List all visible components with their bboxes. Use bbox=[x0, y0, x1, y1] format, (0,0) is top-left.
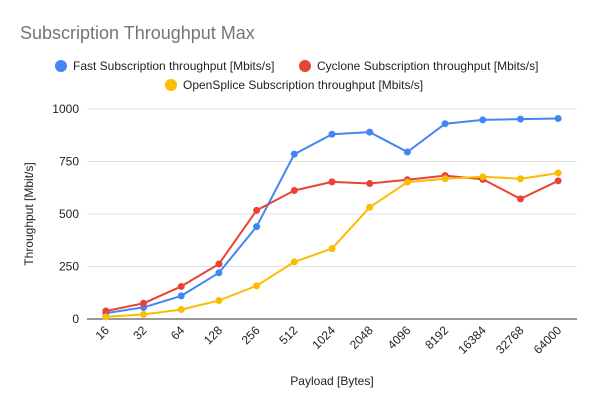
data-point bbox=[253, 223, 261, 231]
y-axis-ticks: 0 250 500 750 1000 bbox=[52, 102, 79, 326]
data-point bbox=[403, 178, 411, 186]
data-point bbox=[102, 307, 110, 315]
legend-marker bbox=[299, 60, 311, 72]
data-point bbox=[177, 292, 185, 300]
x-tick-label: 64 bbox=[168, 323, 188, 343]
data-point bbox=[253, 282, 261, 290]
series-line bbox=[105, 174, 559, 312]
data-point bbox=[290, 150, 298, 158]
data-point bbox=[177, 306, 185, 314]
data-point bbox=[516, 195, 524, 203]
data-point bbox=[479, 116, 487, 124]
data-point bbox=[366, 203, 374, 211]
legend-label: Fast Subscription throughput [Mbits/s] bbox=[73, 59, 274, 73]
data-point bbox=[516, 115, 524, 123]
y-tick-label: 750 bbox=[59, 155, 79, 169]
data-point bbox=[554, 169, 562, 177]
gridlines bbox=[87, 108, 577, 320]
data-point bbox=[328, 245, 336, 253]
data-point bbox=[215, 297, 223, 305]
y-axis-label: Throughput [Mbit/s] bbox=[22, 162, 36, 265]
data-point bbox=[366, 180, 374, 188]
data-point bbox=[140, 299, 148, 307]
x-tick-label: 16384 bbox=[455, 323, 489, 357]
legend-label: Cyclone Subscription throughput [Mbits/s… bbox=[317, 59, 538, 73]
data-point bbox=[215, 269, 223, 277]
series-3 bbox=[102, 169, 562, 321]
x-tick-label: 8192 bbox=[422, 323, 451, 352]
x-axis-label: Payload [Bytes] bbox=[290, 374, 373, 388]
data-point bbox=[403, 148, 411, 156]
x-tick-label: 2048 bbox=[347, 323, 376, 352]
chart-title: Subscription Throughput Max bbox=[20, 23, 255, 43]
data-point bbox=[140, 310, 148, 318]
series-line bbox=[105, 117, 559, 315]
data-point bbox=[516, 175, 524, 183]
series-1 bbox=[102, 114, 562, 317]
x-tick-label: 512 bbox=[276, 323, 300, 347]
legend-label: OpenSplice Subscription throughput [Mbit… bbox=[183, 78, 423, 92]
legend-item: OpenSplice Subscription throughput [Mbit… bbox=[165, 78, 423, 92]
legend-item: Cyclone Subscription throughput [Mbits/s… bbox=[299, 59, 538, 73]
data-point bbox=[102, 313, 110, 321]
x-tick-label: 16 bbox=[93, 323, 113, 343]
data-point bbox=[441, 120, 449, 128]
legend-marker bbox=[165, 79, 177, 91]
series-line bbox=[105, 172, 559, 318]
x-tick-label: 32768 bbox=[493, 323, 527, 357]
data-point bbox=[328, 130, 336, 138]
x-tick-label: 32 bbox=[130, 323, 150, 343]
series-2 bbox=[102, 172, 562, 315]
legend-marker bbox=[55, 60, 67, 72]
data-point bbox=[554, 177, 562, 185]
x-tick-label: 256 bbox=[239, 323, 263, 347]
data-point bbox=[479, 173, 487, 181]
data-point bbox=[554, 114, 562, 122]
y-tick-label: 500 bbox=[59, 207, 79, 221]
x-tick-label: 128 bbox=[201, 323, 225, 347]
data-point bbox=[253, 206, 261, 214]
y-tick-label: 1000 bbox=[52, 102, 79, 116]
legend-item: Fast Subscription throughput [Mbits/s] bbox=[55, 59, 274, 73]
x-axis-ticks: 16 32 64 128 256 512 1024 2048 4096 8192 16384 3276… bbox=[93, 323, 565, 357]
data-point bbox=[290, 186, 298, 194]
y-tick-label: 0 bbox=[72, 312, 79, 326]
y-tick-label: 250 bbox=[59, 260, 79, 274]
x-tick-label: 64000 bbox=[531, 323, 565, 357]
data-point bbox=[177, 282, 185, 290]
data-point bbox=[215, 260, 223, 268]
x-tick-label: 4096 bbox=[385, 323, 414, 352]
series-group bbox=[102, 114, 562, 321]
legend: Fast Subscription throughput [Mbits/s] Cy… bbox=[55, 59, 538, 92]
data-point bbox=[290, 258, 298, 266]
data-point bbox=[441, 175, 449, 183]
data-point bbox=[328, 178, 336, 186]
x-tick-label: 1024 bbox=[309, 323, 338, 352]
data-point bbox=[366, 128, 374, 136]
